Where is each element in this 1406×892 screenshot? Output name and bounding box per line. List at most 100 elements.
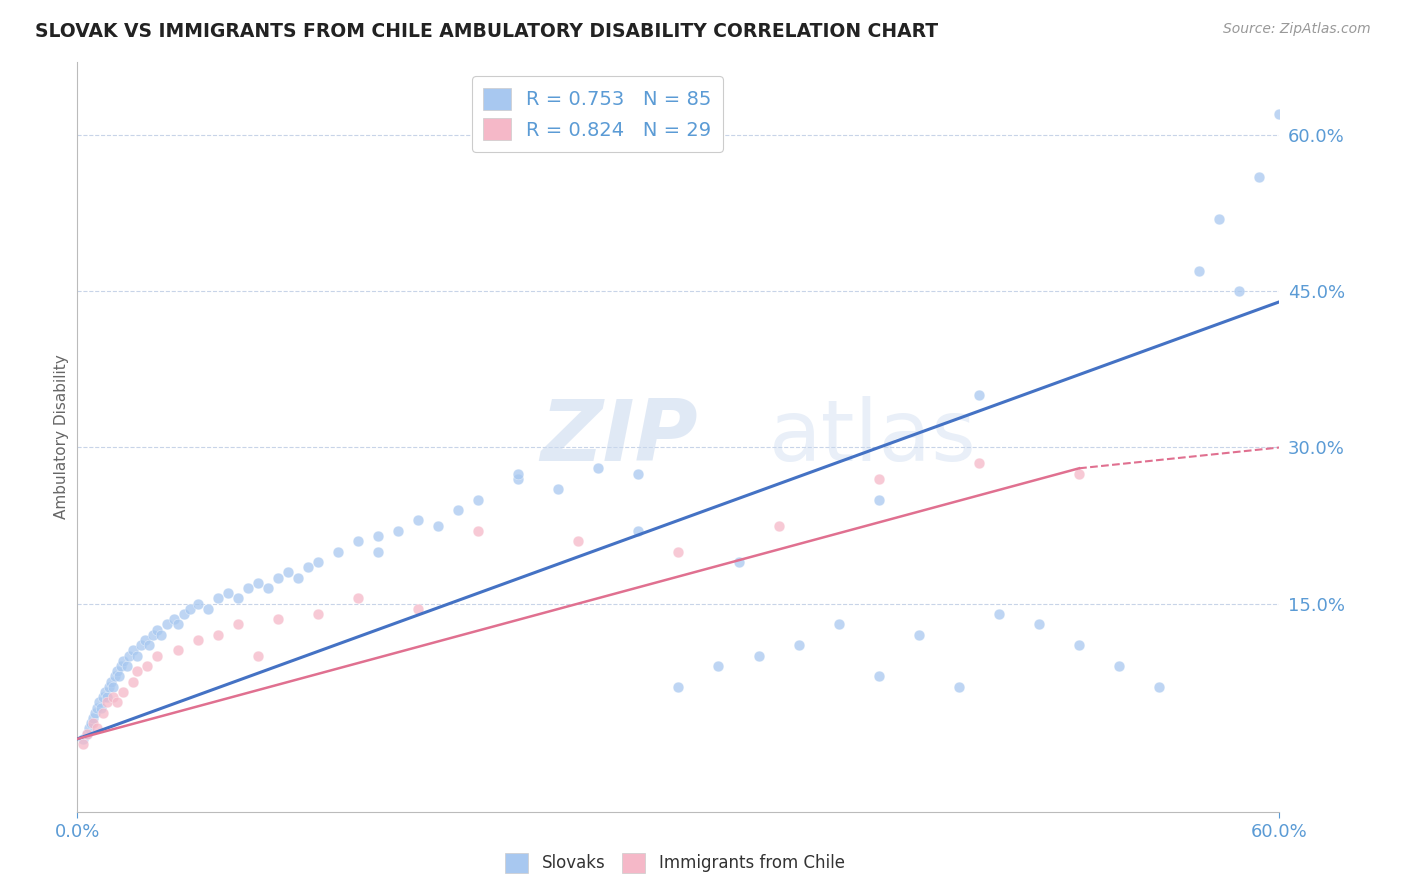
Point — [93, 706, 115, 720]
Point — [72, 731, 94, 746]
Point — [1229, 285, 1251, 299]
Point — [668, 680, 690, 694]
Point — [1278, 128, 1301, 143]
Point — [236, 581, 259, 595]
Point — [82, 711, 104, 725]
Point — [406, 602, 429, 616]
Point — [1268, 107, 1291, 121]
Text: Source: ZipAtlas.com: Source: ZipAtlas.com — [1223, 22, 1371, 37]
Point — [246, 648, 269, 663]
Point — [110, 659, 132, 673]
Point — [467, 492, 489, 507]
Point — [447, 503, 470, 517]
Point — [787, 638, 810, 652]
Point — [868, 669, 890, 683]
Point — [93, 690, 115, 705]
Point — [146, 648, 169, 663]
Point — [226, 591, 249, 606]
Point — [467, 524, 489, 538]
Point — [96, 690, 118, 705]
Point — [94, 685, 117, 699]
Point — [508, 467, 530, 481]
Point — [868, 492, 890, 507]
Point — [100, 674, 122, 689]
Point — [82, 716, 104, 731]
Point — [547, 482, 569, 496]
Point — [267, 571, 290, 585]
Point — [86, 700, 108, 714]
Point — [1149, 680, 1171, 694]
Point — [246, 575, 269, 590]
Point — [1208, 211, 1230, 226]
Point — [134, 633, 156, 648]
Point — [828, 617, 851, 632]
Point — [1249, 169, 1271, 184]
Point — [197, 602, 219, 616]
Point — [207, 628, 229, 642]
Point — [326, 544, 349, 558]
Point — [297, 560, 319, 574]
Point — [127, 648, 149, 663]
Point — [112, 654, 135, 668]
Point — [226, 617, 249, 632]
Point — [406, 513, 429, 527]
Point — [627, 467, 650, 481]
Point — [187, 597, 209, 611]
Point — [150, 628, 173, 642]
Text: SLOVAK VS IMMIGRANTS FROM CHILE AMBULATORY DISABILITY CORRELATION CHART: SLOVAK VS IMMIGRANTS FROM CHILE AMBULATO… — [35, 22, 938, 41]
Point — [948, 680, 970, 694]
Point — [103, 680, 125, 694]
Y-axis label: Ambulatory Disability: Ambulatory Disability — [53, 355, 69, 519]
Point — [107, 696, 129, 710]
Point — [267, 612, 290, 626]
Point — [256, 581, 278, 595]
Point — [103, 690, 125, 705]
Point — [748, 648, 770, 663]
Point — [217, 586, 239, 600]
Point — [768, 518, 790, 533]
Point — [146, 623, 169, 637]
Point — [166, 617, 188, 632]
Point — [108, 669, 131, 683]
Point — [136, 659, 159, 673]
Point — [156, 617, 179, 632]
Point — [707, 659, 730, 673]
Text: atlas: atlas — [769, 395, 977, 479]
Point — [179, 602, 201, 616]
Point — [84, 706, 107, 720]
Point — [427, 518, 450, 533]
Point — [1028, 617, 1050, 632]
Point — [122, 643, 145, 657]
Legend: Slovaks, Immigrants from Chile: Slovaks, Immigrants from Chile — [498, 847, 852, 880]
Point — [98, 680, 121, 694]
Point — [307, 607, 329, 621]
Point — [86, 722, 108, 736]
Point — [142, 628, 165, 642]
Point — [1069, 467, 1091, 481]
Point — [1069, 638, 1091, 652]
Point — [207, 591, 229, 606]
Point — [727, 555, 749, 569]
Point — [988, 607, 1011, 621]
Point — [117, 659, 139, 673]
Point — [307, 555, 329, 569]
Point — [868, 472, 890, 486]
Point — [187, 633, 209, 648]
Point — [387, 524, 409, 538]
Point — [90, 700, 112, 714]
Point — [72, 737, 94, 751]
Point — [138, 638, 160, 652]
Point — [173, 607, 195, 621]
Point — [127, 664, 149, 679]
Point — [112, 685, 135, 699]
Point — [96, 696, 118, 710]
Point — [277, 566, 299, 580]
Point — [89, 696, 111, 710]
Point — [367, 544, 389, 558]
Point — [107, 664, 129, 679]
Point — [76, 726, 98, 740]
Point — [567, 534, 589, 549]
Point — [668, 544, 690, 558]
Point — [79, 722, 101, 736]
Point — [162, 612, 184, 626]
